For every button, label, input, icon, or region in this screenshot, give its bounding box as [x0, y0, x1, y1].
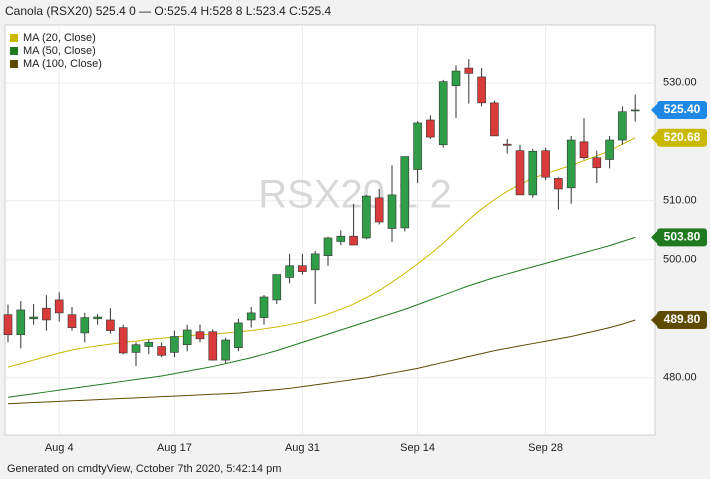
candle-body	[285, 265, 294, 278]
candle-body	[451, 70, 461, 87]
y-tick-label: 510.00	[663, 195, 697, 207]
candle-body	[67, 314, 77, 328]
candle-body	[93, 316, 102, 320]
candle-body	[477, 76, 486, 104]
candle-body	[528, 150, 538, 196]
candle-body	[413, 122, 422, 170]
watermark: RSX20 1 2	[258, 173, 451, 217]
value-tag	[657, 100, 707, 119]
candle-body	[592, 157, 602, 169]
candle-body	[16, 309, 26, 336]
value-tag-label: 489.80	[664, 312, 701, 326]
candle-body	[374, 197, 384, 223]
x-tick-label: Sep 14	[400, 442, 435, 454]
value-tag-arrow	[651, 231, 657, 244]
candle-body	[400, 156, 410, 229]
candle-body	[208, 331, 218, 361]
candle-body	[157, 346, 166, 356]
x-tick-label: Aug 31	[285, 442, 320, 454]
candle-body	[195, 331, 205, 340]
candle-body	[310, 253, 320, 271]
candle-body	[323, 237, 333, 256]
candle-body	[554, 178, 563, 190]
candle-body	[515, 150, 525, 196]
legend-label: MA (50, Close)	[23, 45, 96, 57]
candle-body	[131, 344, 141, 353]
legend-swatch	[10, 34, 18, 42]
candle-body	[246, 312, 256, 321]
candle-body	[144, 342, 154, 347]
candle-body	[362, 195, 371, 239]
value-tag-arrow	[651, 103, 657, 116]
candle-body	[541, 150, 550, 178]
value-tag-label: 525.40	[664, 102, 701, 116]
value-tag-arrow	[651, 313, 657, 326]
candle-body	[464, 67, 474, 74]
footer: Generated on cmdtyView, Cctober 7th 2020…	[7, 463, 281, 475]
x-tick-label: Aug 4	[45, 442, 74, 454]
value-tag	[657, 228, 707, 247]
candle-body	[259, 296, 269, 318]
value-tag	[657, 310, 707, 329]
candle-body	[80, 317, 90, 334]
candle-body	[490, 102, 499, 137]
legend-label: MA (100, Close)	[23, 58, 102, 70]
value-tag-label: 503.80	[664, 230, 701, 244]
y-tick-label: 500.00	[663, 254, 697, 266]
x-tick-label: Aug 17	[157, 442, 192, 454]
candle-body	[566, 139, 576, 189]
candle-body	[336, 235, 346, 242]
value-tag-arrow	[651, 131, 657, 144]
y-tick-label: 530.00	[663, 77, 697, 89]
candle-body	[118, 327, 128, 354]
x-tick-label: Sep 28	[528, 442, 563, 454]
candle-body	[605, 139, 614, 160]
candle-body	[272, 274, 282, 301]
ma-line	[7, 319, 636, 405]
candle-body	[426, 119, 435, 138]
legend-swatch	[10, 47, 18, 55]
candle-body	[349, 235, 358, 246]
candle-body	[54, 299, 64, 314]
candle-body	[182, 329, 192, 346]
candle-body	[170, 336, 179, 353]
y-tick-label: 480.00	[663, 372, 697, 384]
candle-body	[42, 307, 51, 321]
chart-title: Canola (RSX20) 525.4 0 — O:525.4 H:528 8…	[5, 4, 332, 18]
candle-body	[221, 339, 230, 361]
plot-area	[4, 24, 656, 436]
value-tag	[657, 128, 707, 147]
candle-body	[29, 316, 38, 320]
candle-body	[502, 143, 512, 146]
candle-body	[618, 111, 627, 141]
candle-body	[630, 109, 640, 112]
candle-body	[298, 265, 307, 272]
candle-body	[234, 322, 243, 348]
legend-label: MA (20, Close)	[23, 32, 96, 44]
candle-body	[106, 319, 115, 331]
value-tag-label: 520.68	[664, 130, 701, 144]
candle-body	[387, 194, 397, 229]
candle-body	[3, 314, 13, 336]
legend-swatch	[10, 60, 18, 68]
candle-body	[579, 141, 589, 159]
ma-line	[7, 236, 636, 398]
candle-body	[438, 81, 448, 146]
